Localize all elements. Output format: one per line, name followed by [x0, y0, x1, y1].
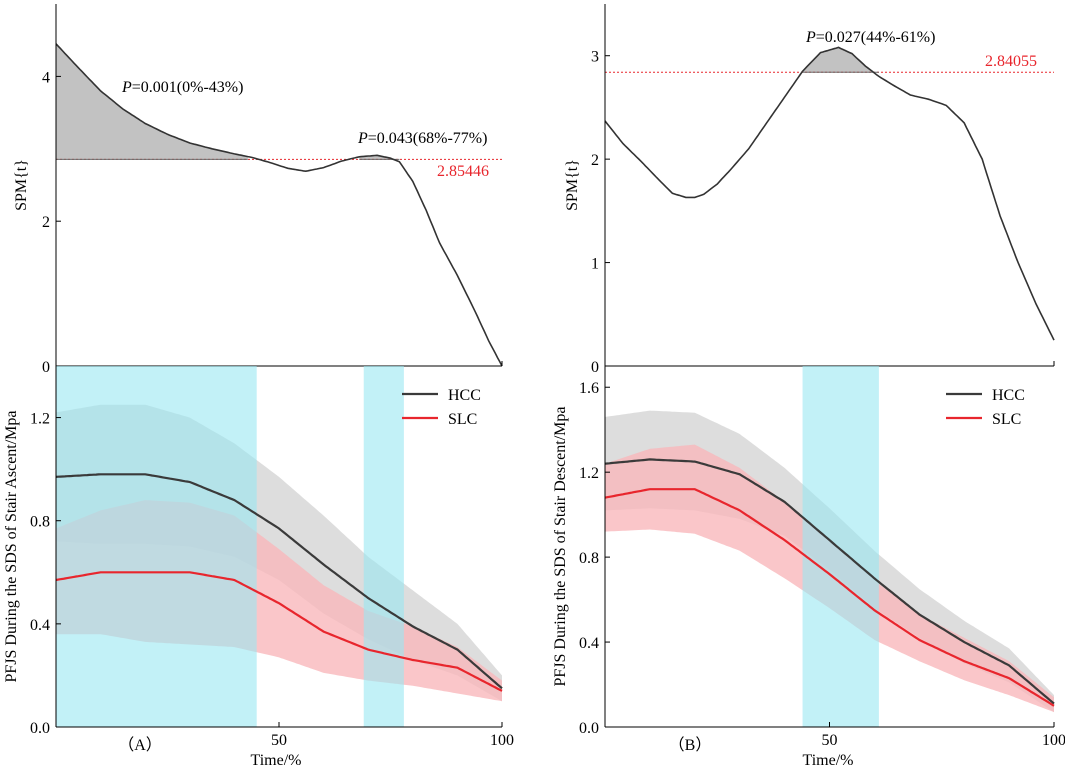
x-tick-label: 100 — [490, 732, 514, 749]
axes: 0.0 0.4 0.8 1.2 50 100 PFJS During the SDS of … — [3, 366, 514, 749]
significant-region — [802, 366, 879, 727]
y-axis-label: PFJS During the SDS of Stair Ascent/Mpa — [3, 410, 20, 682]
y-tick-label: 4 — [42, 69, 50, 86]
y-tick-label: 0 — [42, 359, 50, 376]
legend-label-slc: SLC — [448, 411, 477, 428]
y-tick-label: 0.8 — [579, 550, 599, 567]
x-tick-label: 50 — [271, 732, 287, 749]
y-tick-label: 2 — [42, 214, 50, 231]
y-tick-label: 0.0 — [30, 720, 50, 737]
y-tick-label: 1.6 — [579, 380, 599, 397]
y-axis-label: SPM{t} — [13, 159, 30, 211]
spm-t-curve — [604, 46, 1055, 341]
mean-line-hcc — [55, 473, 503, 690]
y-axis-label: PFJS During the SDS of Stair Descent/Mpa — [552, 407, 569, 687]
significant-region — [56, 366, 257, 727]
spm-panel-a: 0 2 4 SPM{t} 2.85446 P=0.001(0%-43%) P=0.043(6… — [13, 4, 503, 376]
y-tick-label: 0.4 — [579, 635, 599, 652]
y-axis-label: SPM{t} — [564, 159, 581, 211]
y-tick-label: 2 — [591, 152, 599, 169]
mean-line-slc — [55, 571, 503, 692]
pfjs-ascent-chart: 0.0 0.4 0.8 1.2 50 100 PFJS During the SDS of … — [3, 366, 514, 749]
axes: 0.0 0.4 0.8 1.2 1.6 50 100 PFJS During the SDS … — [552, 366, 1065, 749]
axes: 0 2 4 SPM{t} — [13, 4, 503, 376]
mean-line-slc — [604, 488, 1055, 707]
axes: 0 1 2 3 SPM{t} — [564, 4, 1055, 376]
mean-line-hcc — [604, 458, 1055, 705]
pfjs-descent-chart: 0.0 0.4 0.8 1.2 1.6 50 100 PFJS During the SDS … — [552, 366, 1065, 749]
legend-label-slc: SLC — [992, 411, 1021, 428]
x-tick-label: 50 — [822, 732, 838, 749]
panel-label-a: （A） — [118, 736, 162, 754]
significant-region — [363, 366, 404, 727]
y-tick-label: 1.2 — [579, 465, 599, 482]
cluster-p-value-label: P=0.001(0%-43%) — [121, 79, 243, 96]
spm-t-curve — [55, 43, 503, 367]
y-tick-label: 1 — [591, 256, 599, 273]
y-tick-label: 0.8 — [30, 514, 50, 531]
y-tick-label: 1.2 — [30, 411, 50, 428]
suprathreshold-cluster — [56, 43, 248, 160]
threshold-label: 2.85446 — [437, 163, 489, 180]
x-axis-label-a: Time/% — [251, 752, 302, 769]
cluster-p-value-label: P=0.027(44%-61%) — [805, 29, 935, 46]
y-tick-label: 3 — [591, 49, 599, 66]
legend: HCC SLC — [946, 387, 1025, 428]
panel-label-b: （B） — [669, 736, 712, 754]
y-tick-label: 0.0 — [579, 720, 599, 737]
spm-panel-b: 0 1 2 3 SPM{t} 2.84055 P=0.027(44%-61%) — [564, 4, 1055, 376]
cluster-p-value-label: P=0.043(68%-77%) — [357, 130, 487, 147]
y-tick-label: 0 — [591, 359, 599, 376]
x-tick-label: 100 — [1042, 732, 1065, 749]
legend: HCC SLC — [402, 387, 481, 428]
legend-label-hcc: HCC — [448, 387, 481, 404]
suprathreshold-cluster — [802, 47, 879, 73]
legend-label-hcc: HCC — [992, 387, 1025, 404]
y-tick-label: 0.4 — [30, 617, 50, 634]
x-axis-label-b: Time/% — [803, 752, 854, 769]
threshold-label: 2.84055 — [985, 53, 1037, 70]
